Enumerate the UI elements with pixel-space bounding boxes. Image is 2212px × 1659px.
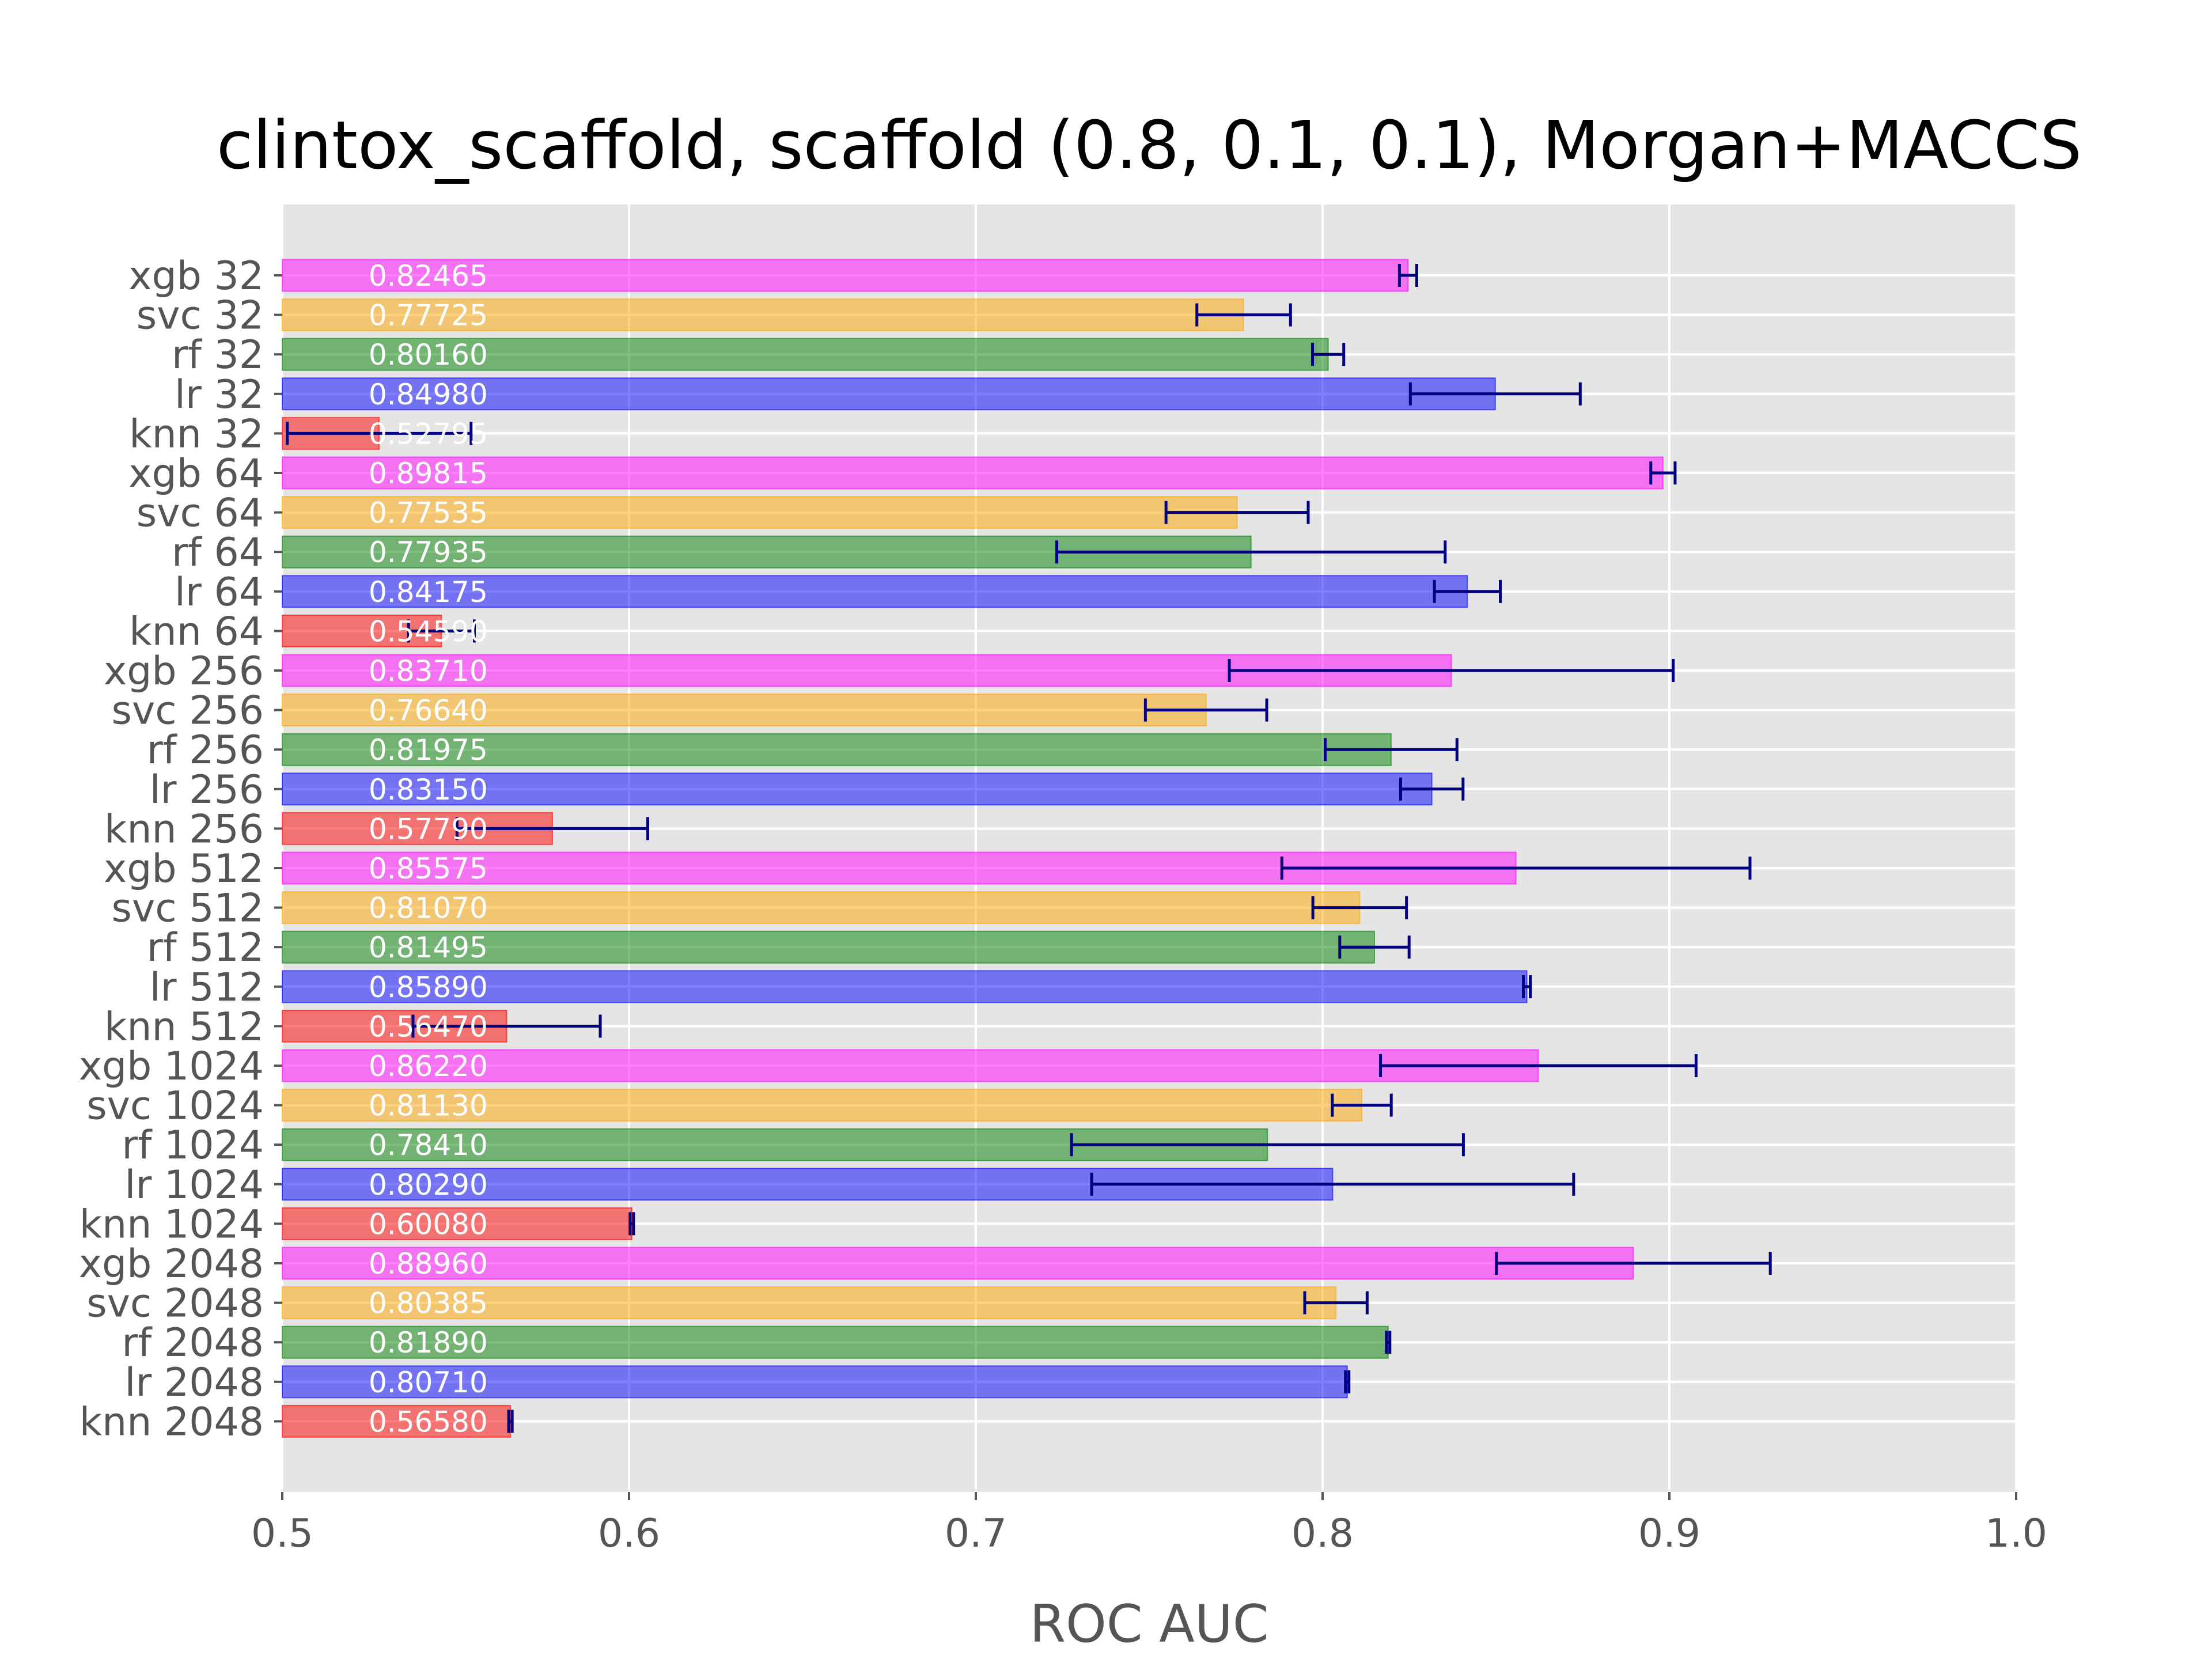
value-labels: 0.82465 0.77725 0.80160 0.84980 0.52795 0.898… xyxy=(369,259,488,1438)
bar xyxy=(282,1247,1634,1280)
y-tick-label: rf 64 xyxy=(172,530,264,575)
y-tick-label: lr 64 xyxy=(175,570,264,615)
x-tick-label: 0.8 xyxy=(1291,1511,1354,1556)
value-label: 0.60080 xyxy=(369,1207,488,1241)
y-tick-label: rf 512 xyxy=(147,925,264,971)
value-label: 0.78410 xyxy=(369,1128,488,1162)
bar xyxy=(282,456,1664,490)
value-label: 0.84980 xyxy=(369,378,488,411)
y-tick-label: knn 512 xyxy=(104,1004,264,1050)
value-label: 0.83710 xyxy=(369,654,488,688)
y-tick-label: svc 256 xyxy=(112,688,264,734)
y-tick-label: xgb 256 xyxy=(104,649,264,694)
bar xyxy=(282,1365,1348,1399)
value-label: 0.84175 xyxy=(369,575,488,609)
value-label: 0.57790 xyxy=(369,812,488,846)
value-label: 0.77935 xyxy=(369,536,488,569)
y-tick-label: xgb 64 xyxy=(128,451,264,497)
bar xyxy=(282,338,1329,371)
bar xyxy=(282,694,1207,727)
x-tick-label: 0.5 xyxy=(251,1511,313,1556)
y-tick-label: knn 64 xyxy=(129,609,264,654)
bar xyxy=(282,575,1468,608)
value-label: 0.83150 xyxy=(369,773,488,806)
value-label: 0.89815 xyxy=(369,457,488,490)
x-tick-label: 0.9 xyxy=(1638,1511,1700,1556)
y-tick-label: lr 2048 xyxy=(124,1360,264,1406)
bar xyxy=(282,772,1433,806)
bar xyxy=(282,496,1238,529)
value-label: 0.54590 xyxy=(369,615,488,648)
value-label: 0.86220 xyxy=(369,1050,488,1083)
x-axis-label: ROC AUC xyxy=(1029,1594,1268,1654)
y-tick-label: knn 1024 xyxy=(79,1202,264,1247)
chart-title: clintox_scaffold, scaffold (0.8, 0.1, 0.… xyxy=(217,107,2082,184)
value-label: 0.81070 xyxy=(369,892,488,925)
x-tick-label: 1.0 xyxy=(1985,1511,2047,1556)
x-tick-label: 0.7 xyxy=(945,1511,1007,1556)
y-tick-label: lr 1024 xyxy=(124,1162,264,1208)
x-tick-label: 0.6 xyxy=(598,1511,660,1556)
value-label: 0.77725 xyxy=(369,299,488,332)
y-tick-label: lr 512 xyxy=(150,965,264,1010)
bar xyxy=(282,298,1245,332)
bar xyxy=(282,891,1361,925)
y-tick-label: knn 256 xyxy=(104,806,264,852)
value-label: 0.77535 xyxy=(369,497,488,530)
bar xyxy=(282,1089,1363,1122)
x-axis-ticks: 0.5 0.6 0.7 0.8 0.9 1.0 xyxy=(251,1492,2047,1556)
value-label: 0.82465 xyxy=(369,259,488,293)
y-tick-label: knn 32 xyxy=(129,411,264,457)
value-label: 0.81130 xyxy=(369,1089,488,1123)
value-label: 0.80710 xyxy=(369,1366,488,1399)
value-label: 0.56470 xyxy=(369,1010,488,1043)
y-tick-label: xgb 2048 xyxy=(79,1241,264,1287)
value-label: 0.80160 xyxy=(369,338,488,372)
value-label: 0.52795 xyxy=(369,417,488,450)
bar xyxy=(282,733,1392,766)
bar xyxy=(282,377,1496,411)
error-bars xyxy=(286,264,1772,1433)
bar xyxy=(282,1049,1539,1082)
value-label: 0.76640 xyxy=(369,694,488,728)
y-tick-label: rf 1024 xyxy=(122,1123,264,1168)
value-label: 0.85575 xyxy=(369,852,488,885)
value-label: 0.85890 xyxy=(369,971,488,1004)
y-tick-label: xgb 32 xyxy=(128,253,264,299)
y-tick-label: knn 2048 xyxy=(79,1399,264,1445)
y-tick-label: xgb 512 xyxy=(104,846,264,892)
y-tick-label: svc 1024 xyxy=(86,1084,264,1129)
y-tick-label: svc 512 xyxy=(112,886,264,931)
value-label: 0.80385 xyxy=(369,1287,488,1320)
y-tick-label: svc 64 xyxy=(137,491,264,536)
y-tick-label: rf 256 xyxy=(147,728,264,773)
value-label: 0.81975 xyxy=(369,733,488,767)
value-label: 0.80290 xyxy=(369,1168,488,1202)
value-label: 0.88960 xyxy=(369,1247,488,1281)
value-label: 0.56580 xyxy=(369,1405,488,1438)
y-tick-label: svc 32 xyxy=(137,293,264,339)
bar xyxy=(282,1325,1389,1359)
y-tick-label: svc 2048 xyxy=(86,1281,264,1327)
y-tick-label: lr 256 xyxy=(150,767,264,813)
value-label: 0.81890 xyxy=(369,1326,488,1359)
y-tick-label: lr 32 xyxy=(175,372,264,418)
y-tick-label: rf 32 xyxy=(172,332,264,378)
y-tick-label: xgb 1024 xyxy=(79,1044,264,1089)
y-tick-label: rf 2048 xyxy=(122,1320,264,1366)
value-label: 0.81495 xyxy=(369,931,488,964)
